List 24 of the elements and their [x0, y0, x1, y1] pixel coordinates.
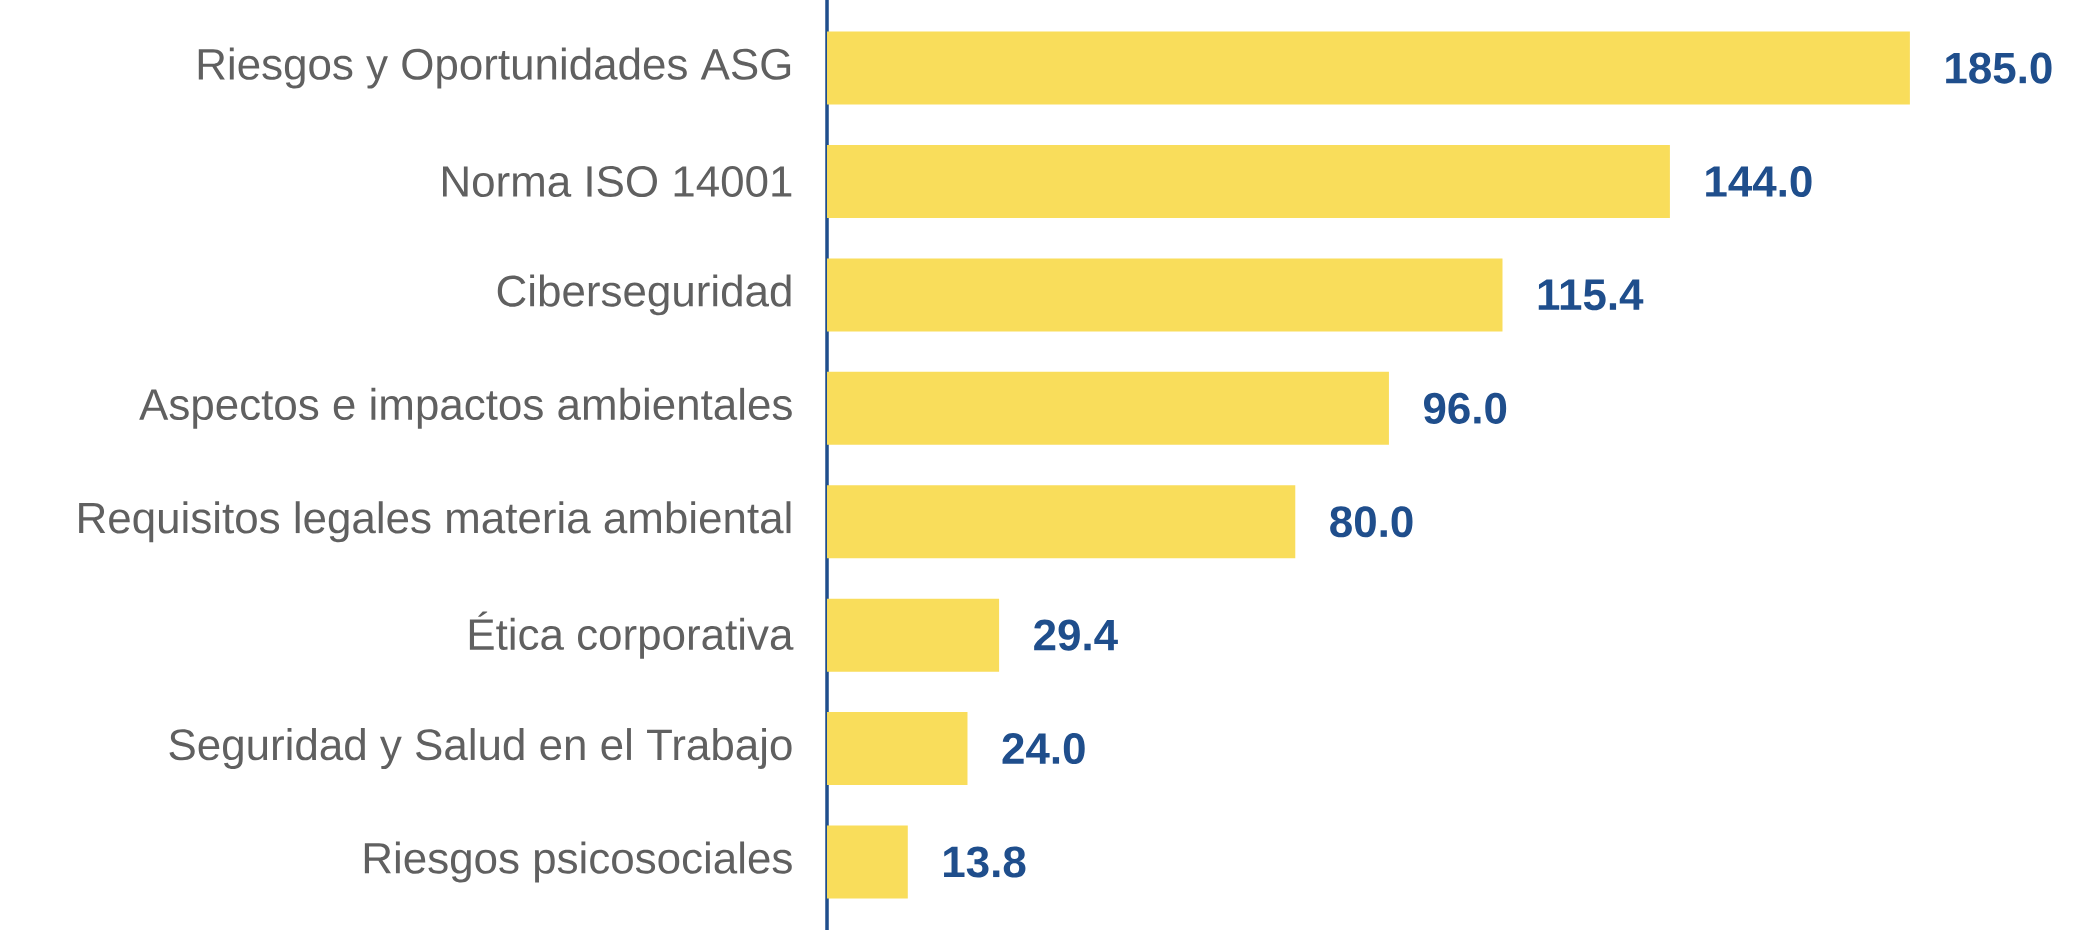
y-tick-label: Ciberseguridad — [497, 274, 791, 316]
data-label: 80.0 — [1330, 506, 1413, 538]
data-label: 13.8 — [944, 846, 1026, 878]
y-tick-label: Seguridad y Salud en el Trabajo — [169, 728, 792, 770]
data-label: 115.4 — [1538, 279, 1644, 311]
y-tick-label: Riesgos y Oportunidades ASG — [198, 47, 791, 89]
data-label: 96.0 — [1423, 392, 1507, 424]
y-tick-label: Riesgos psicosociales — [364, 841, 792, 883]
y-tick-label: Aspectos e impactos ambientales — [139, 387, 792, 429]
data-label: 185.0 — [1946, 52, 2052, 84]
data-label: 144.0 — [1706, 165, 1812, 198]
data-label: 29.4 — [1034, 619, 1118, 651]
bar — [827, 258, 1503, 332]
data-label: 24.0 — [1002, 733, 1085, 765]
y-tick-label: Ética corporativa — [469, 611, 794, 659]
bar — [827, 31, 1910, 105]
bar — [827, 712, 968, 786]
y-tick-label: Norma ISO 14001 — [443, 165, 792, 198]
bar — [827, 598, 1000, 672]
bar — [827, 485, 1296, 559]
y-tick-label: Requisitos legales materia ambiental — [79, 501, 791, 543]
bar — [827, 371, 1389, 445]
bar — [827, 144, 1670, 218]
bar — [827, 825, 908, 899]
